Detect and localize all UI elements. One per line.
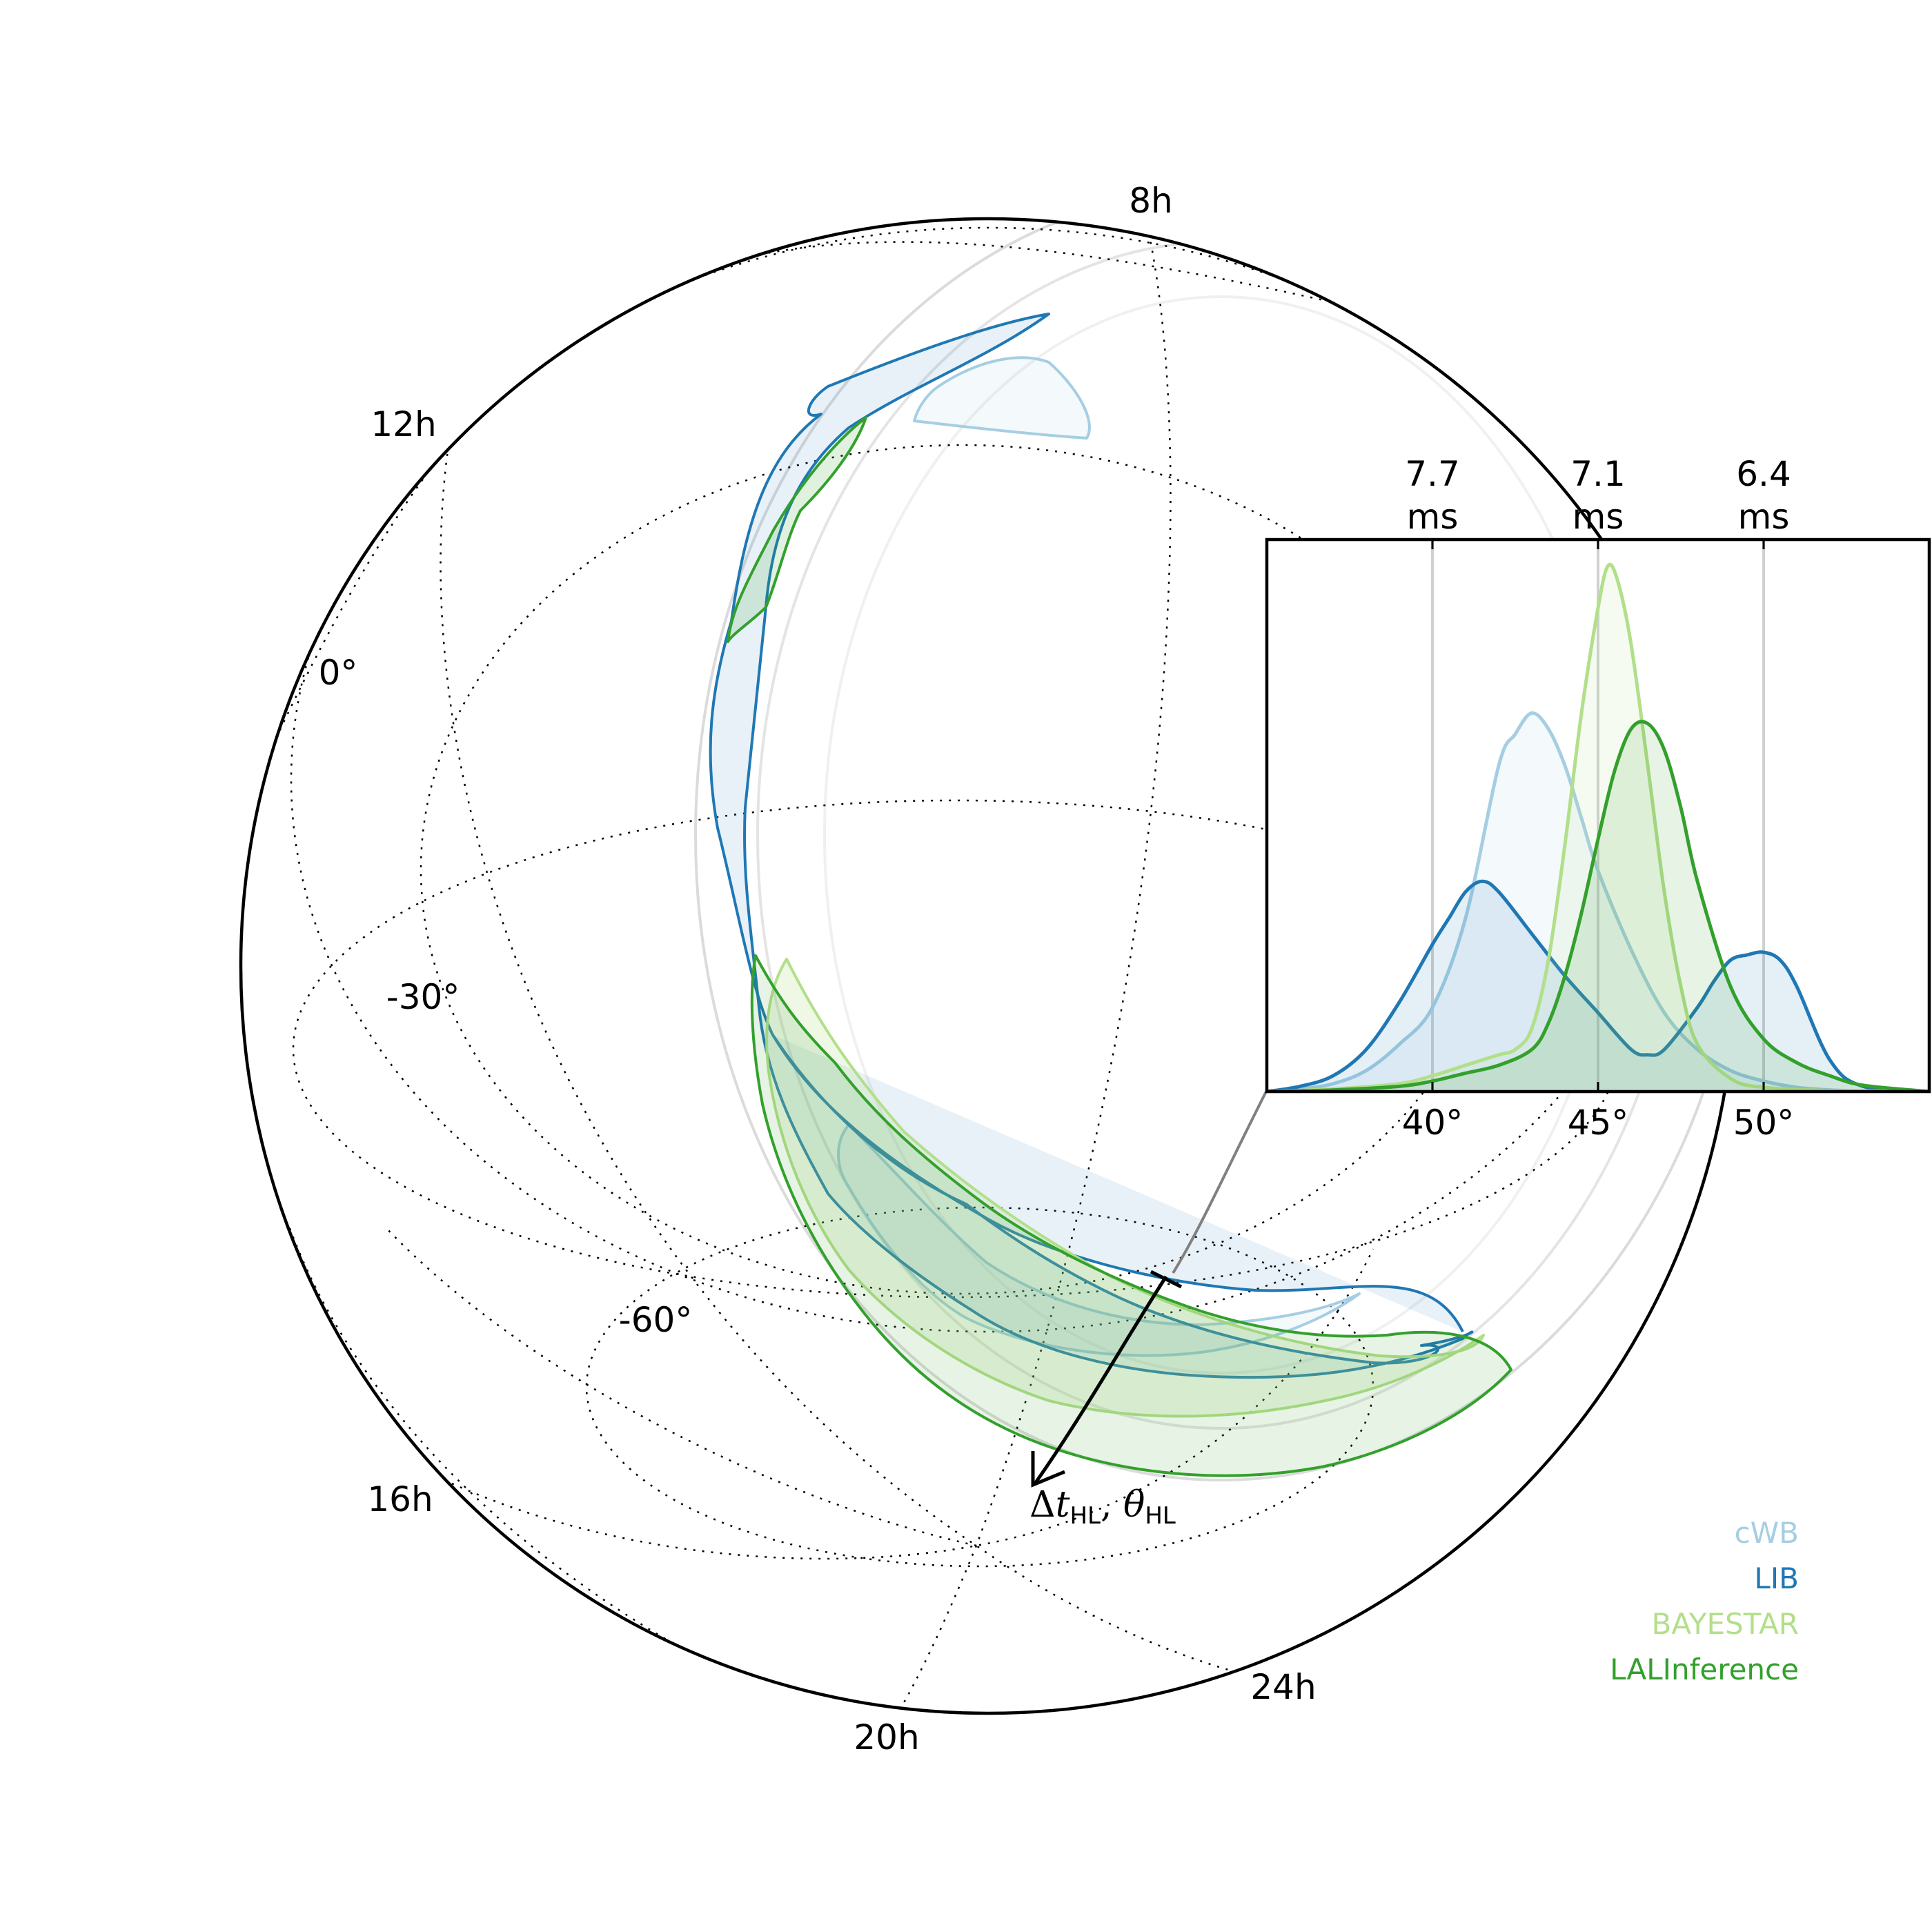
region-bayestar: [765, 958, 1485, 1418]
inset-connector: [1172, 1090, 1268, 1274]
ra-grid: [275, 233, 1374, 1713]
inset-series: [1267, 562, 1929, 1092]
arrow-head: [1031, 1451, 1065, 1488]
legend-entry-lalinference: LALInference: [1610, 1653, 1799, 1686]
series-line-bayestar: [1267, 562, 1929, 1092]
dec-label-minus60: -60°: [619, 1300, 693, 1340]
ra-label-16h: 16h: [367, 1479, 433, 1519]
annotation-t: t: [1056, 1484, 1070, 1526]
inset-bottom-ticks: 40° 45° 50°: [1402, 1082, 1795, 1143]
region-lib: [709, 313, 1474, 1379]
inset-xtick-label-2: 50°: [1733, 1103, 1795, 1143]
annotation-theta-sub: HL: [1145, 1502, 1176, 1530]
meridian-20h-loop: [386, 1228, 977, 1547]
legend: cWB LIB BAYESTAR LALInference: [1610, 1516, 1799, 1686]
dec-labels: 0° -30° -60°: [319, 653, 693, 1340]
series-line-lib: [1267, 879, 1929, 1092]
annotation-separator: ,: [1101, 1484, 1123, 1526]
ra-label-12h: 12h: [371, 404, 436, 444]
legend-entry-lib: LIB: [1754, 1561, 1799, 1595]
annulus-ring-outer: [694, 219, 1735, 1481]
inset-toptick-label-2-line-1: ms: [1738, 497, 1790, 537]
legend-entry-bayestar: BAYESTAR: [1652, 1607, 1799, 1641]
series-line-cwb: [1267, 711, 1929, 1092]
annotation-t-sub: HL: [1070, 1502, 1101, 1530]
meridian-16h: [451, 1248, 1374, 1560]
legend-entry-cwb: cWB: [1735, 1516, 1799, 1550]
annotation-theta: θ: [1123, 1484, 1145, 1526]
inset-xtick-label-0: 40°: [1402, 1103, 1463, 1143]
ra-label-20h: 20h: [854, 1717, 919, 1757]
time-delay-annotation: ΔtHL, θHL: [1029, 1484, 1176, 1530]
region-cwb-north: [913, 356, 1091, 440]
inset-toptick-label-0-line-0: 7.7: [1405, 454, 1460, 494]
arrow-tick: [1150, 1270, 1183, 1289]
meridian-arc-lower: [288, 1228, 684, 1650]
dec-label-0: 0°: [319, 653, 358, 693]
series-line-lalinference: [1267, 720, 1929, 1092]
credible-regions: [709, 313, 1512, 1477]
ra-label-8h: 8h: [1129, 181, 1173, 221]
region-lalinference-south: [750, 954, 1512, 1477]
inset-toptick-label-0-line-1: ms: [1407, 497, 1459, 537]
series-area-cwb: [1267, 713, 1929, 1092]
inset-gridlines: [1431, 540, 1765, 1092]
ra-labels: 8h 12h 16h 20h 24h: [367, 181, 1316, 1757]
meridian-arc-top: [724, 241, 1339, 305]
inset-toptick-label-2-line-0: 6.4: [1736, 454, 1791, 494]
annotation-delta: Δ: [1029, 1484, 1056, 1526]
ra-label-24h: 24h: [1250, 1667, 1316, 1707]
region-lalinference-north: [727, 416, 867, 643]
meridian-12h: [440, 444, 1256, 1678]
inset-xtick-label-1: 45°: [1568, 1103, 1629, 1143]
meridian-arc-left: [275, 444, 449, 739]
series-area-bayestar: [1267, 564, 1929, 1092]
series-area-lalinference: [1267, 721, 1929, 1092]
time-delay-arrow: [1031, 1270, 1183, 1488]
inset-toptick-label-1-line-0: 7.1: [1570, 454, 1626, 494]
inset-toptick-label-1-line-1: ms: [1573, 497, 1624, 537]
dec-label-minus30: -30°: [386, 977, 460, 1017]
region-cwb-south: [837, 1123, 1361, 1357]
arrow-shaft: [1033, 1275, 1168, 1485]
